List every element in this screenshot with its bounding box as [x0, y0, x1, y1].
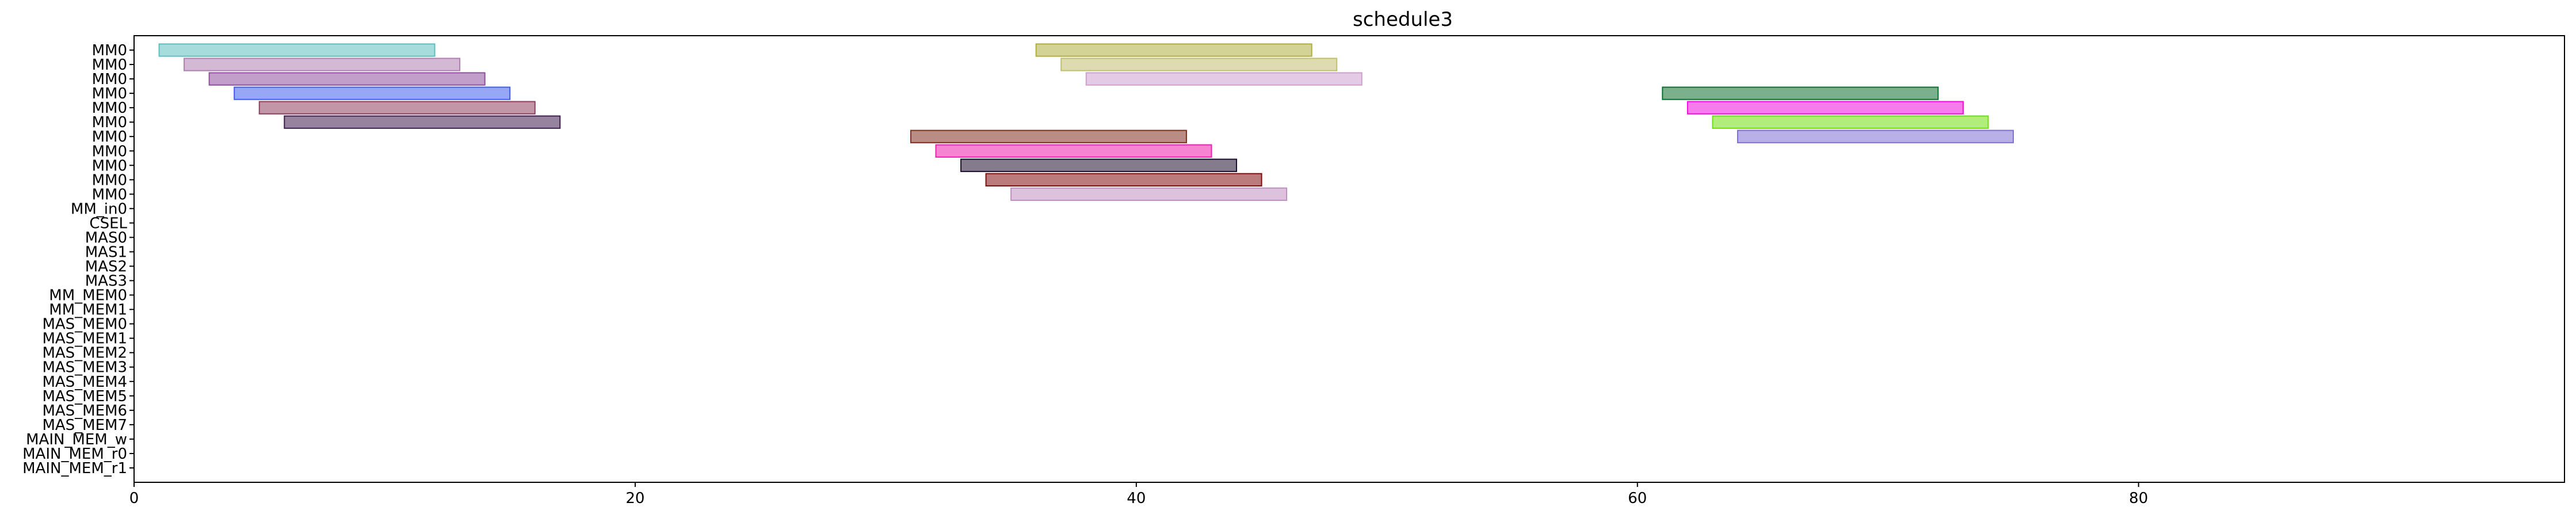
x-tick-label: 80	[2129, 490, 2148, 507]
bars-group	[158, 43, 2014, 201]
y-tick-label: MAIN_MEM_r0	[22, 445, 127, 463]
task-bar	[1712, 115, 1989, 129]
y-tick-label: MM0	[92, 157, 127, 174]
y-tick-label: MM0	[92, 56, 127, 74]
y-axis: MM0MM0MM0MM0MM0MM0MM0MM0MM0MM0MM0MM_in0C…	[22, 42, 134, 477]
x-tick-label: 0	[129, 490, 139, 507]
task-bar	[208, 72, 486, 86]
y-tick-label: MM0	[92, 143, 127, 160]
y-tick-label: MAS_MEM0	[42, 316, 127, 333]
y-tick-label: MAS0	[85, 229, 127, 246]
y-tick-label: MM0	[92, 128, 127, 146]
task-bar	[935, 144, 1212, 158]
task-bar	[1085, 72, 1363, 86]
task-bar	[1010, 187, 1288, 201]
y-tick-label: MAS1	[85, 243, 127, 261]
task-bar	[1060, 58, 1338, 71]
y-tick-label: MAIN_MEM_w	[26, 431, 127, 448]
y-tick-label: MAS_MEM7	[42, 417, 127, 434]
task-bar	[158, 43, 436, 57]
task-bar	[234, 86, 511, 100]
task-bar	[284, 115, 561, 129]
chart-title: schedule3	[1353, 8, 1453, 31]
x-tick-label: 60	[1628, 490, 1647, 507]
y-tick-label: MM_MEM1	[49, 302, 127, 319]
x-tick-label: 40	[1127, 490, 1146, 507]
y-tick-label: MM0	[92, 172, 127, 189]
y-tick-label: MAS_MEM5	[42, 388, 127, 405]
y-tick-label: CSEL	[89, 215, 127, 232]
plot-frame	[133, 35, 2565, 483]
task-bar	[985, 173, 1262, 186]
task-bar	[1686, 101, 1964, 115]
task-bar	[258, 101, 536, 115]
task-bar	[960, 158, 1238, 172]
task-bar	[1035, 43, 1312, 57]
plot-area	[133, 35, 2565, 483]
y-tick-label: MAS_MEM4	[42, 374, 127, 391]
y-tick-label: MAS_MEM1	[42, 330, 127, 348]
y-tick-label: MM0	[92, 114, 127, 131]
task-bar	[1737, 130, 2014, 143]
y-tick-label: MM0	[92, 85, 127, 102]
x-tick-label: 20	[625, 490, 644, 507]
y-tick-label: MAIN_MEM_r1	[22, 460, 127, 477]
y-tick-label: MM_MEM0	[49, 287, 127, 304]
x-axis: 0 20 40 60 80	[129, 482, 2148, 507]
task-bar	[184, 58, 461, 71]
task-bar	[910, 130, 1187, 143]
y-tick-label: MAS3	[85, 273, 127, 290]
y-tick-label: MM0	[92, 100, 127, 117]
y-tick-label: MAS_MEM2	[42, 345, 127, 362]
y-tick-label: MM0	[92, 42, 127, 59]
y-tick-label: MAS2	[85, 258, 127, 276]
y-tick-label: MAS_MEM6	[42, 402, 127, 420]
y-tick-label: MM0	[92, 71, 127, 88]
task-bar	[1662, 86, 1939, 100]
y-tick-label: MM_in0	[71, 200, 127, 218]
y-tick-label: MAS_MEM3	[42, 359, 127, 376]
y-tick-label: MM0	[92, 186, 127, 203]
